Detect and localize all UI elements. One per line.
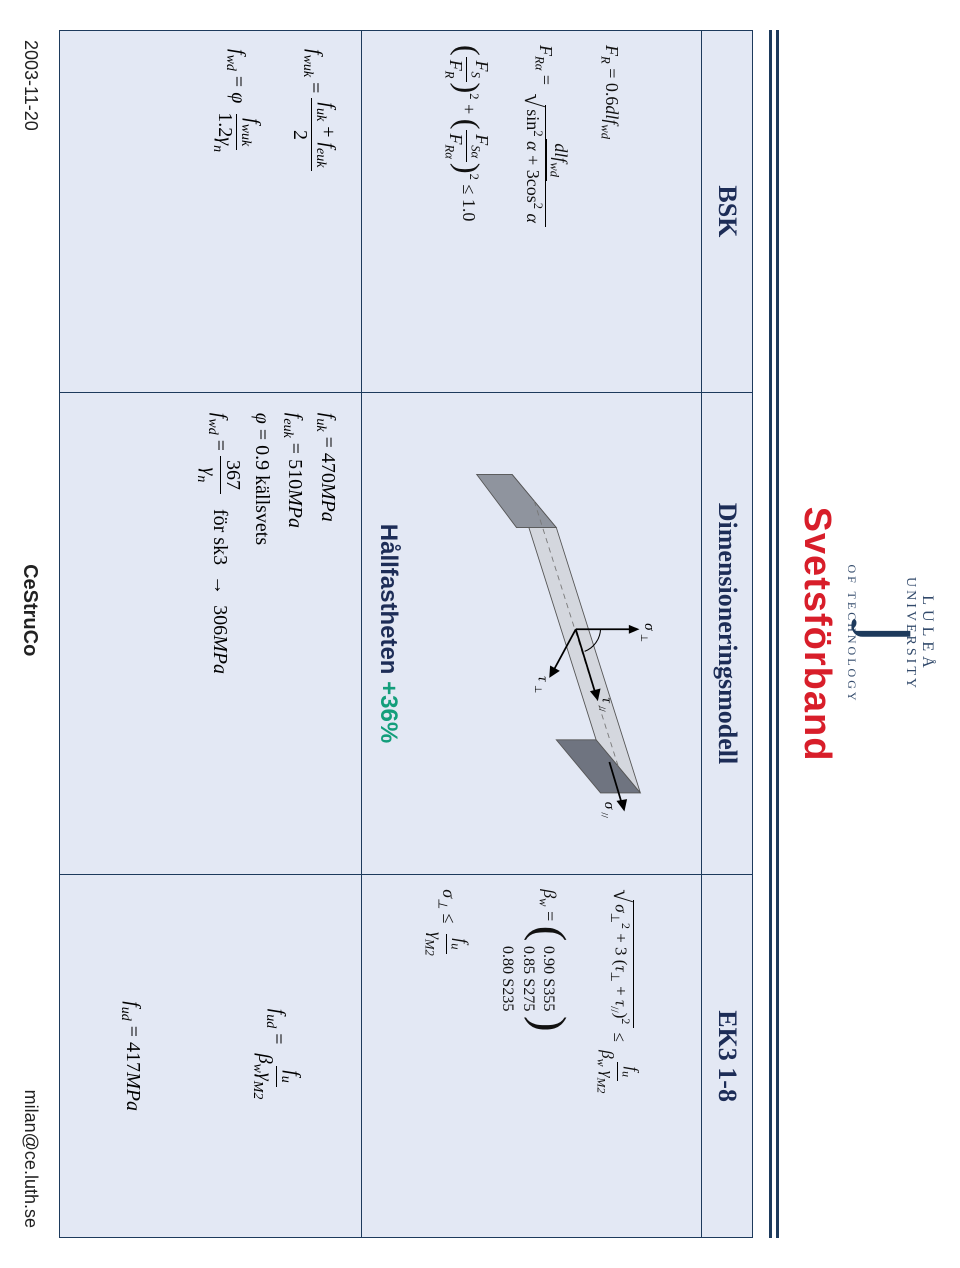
sub: ud: [118, 1007, 133, 1021]
ek3-eq-2: βw = ( 0.90 S355 0.85 S275 0.80 S235 ): [498, 889, 568, 1031]
ek3-eq-1: σ⊥2 + 3 (τ⊥ + τ//)2 ≤ fu βw γM2: [594, 889, 642, 1097]
txt: = 510MPa: [284, 443, 306, 528]
txt: ≤ 1.0: [458, 184, 478, 221]
sub: wuk: [300, 55, 315, 78]
label-tau-par: τ: [599, 697, 615, 703]
sub: w: [250, 1064, 265, 1073]
cell-mid-values: fuk = 470MPa feuk = 510MPa φ = 0.9 källs…: [60, 393, 361, 875]
logo-line-1: LULEÅ: [918, 595, 936, 672]
label-tau-perp: τ: [535, 676, 551, 682]
table-row-formulas: FR = 0.6dlfwd FRα = dlfwd sin2 α + 3cos2…: [361, 31, 701, 1237]
sub: M2: [250, 1081, 265, 1100]
sub: Sα: [468, 145, 482, 158]
sub: u: [619, 1071, 633, 1077]
svg-text:⊥: ⊥: [638, 633, 649, 641]
weld-diagram: σ ⊥ τ ⊥ τ // σ //: [459, 407, 689, 860]
ek3-eq-3: σ⊥ ≤ fu γM2: [422, 889, 472, 960]
sub: M2: [595, 1078, 609, 1094]
sub: uk: [313, 108, 328, 121]
caption: Hållfastheten +36%: [374, 524, 402, 743]
sub: wd: [223, 55, 238, 71]
cell-bsk-formulas: FR = 0.6dlfwd FRα = dlfwd sin2 α + 3cos2…: [362, 31, 701, 393]
divider-rule: [769, 30, 779, 1238]
label-sigma-perp: σ: [641, 623, 657, 631]
table-row-results: fwuk = fuk + feuk 2 fwd = φ fwuk 1.2γn f…: [60, 31, 361, 1237]
opt: 0.85 S275: [518, 946, 538, 1012]
sub: R: [598, 56, 612, 64]
sub: wd: [598, 124, 612, 139]
footer-email: milan@ce.luth.se: [18, 1090, 41, 1228]
opt: 0.90 S355: [539, 946, 559, 1012]
footer-project: CeStruCo: [18, 564, 41, 656]
bsk-eq-3: ( FS FR )2 + ( FSα FRα )2 ≤ 1.0: [442, 45, 492, 221]
sub: S: [468, 72, 482, 78]
num: 367: [220, 456, 244, 494]
header-model: Dimensioneringsmodell: [702, 393, 752, 875]
sub: ⊥: [435, 898, 449, 909]
sub: w: [536, 898, 550, 906]
den: 2: [288, 126, 311, 144]
slide: LULEÅ UNIVERSITY ⌡ OF TECHNOLOGY Svetsfö…: [0, 0, 960, 1268]
caption-pct: +36%: [375, 681, 402, 743]
sub: Rα: [443, 145, 457, 159]
footer: 2003-11-20 CeStruCo milan@ce.luth.se: [0, 0, 47, 1268]
sub: w: [595, 1059, 609, 1067]
sub: Rα: [533, 56, 547, 70]
svg-text://: //: [596, 706, 607, 712]
sub: R: [443, 71, 457, 79]
sub: u: [448, 943, 462, 949]
cell-bsk-defs: fwuk = fuk + feuk 2 fwd = φ fwuk 1.2γn: [60, 31, 361, 393]
bsk-eq-1: FR = 0.6dlfwd: [597, 45, 622, 139]
sub: M2: [423, 939, 437, 956]
sub: ud: [263, 1014, 278, 1028]
txt: = 470MPa: [317, 437, 339, 522]
sub: euk: [280, 418, 295, 437]
cell-ek3-formulas: σ⊥2 + 3 (τ⊥ + τ//)2 ≤ fu βw γM2 βw = ( 0…: [362, 875, 701, 1237]
opt: 0.80 S235: [498, 946, 518, 1012]
slide-title: Svetsförband: [795, 507, 838, 762]
cell-ek3-result: fud = fu βwγM2 fud = 417MPa: [60, 875, 361, 1237]
sub: n: [210, 145, 225, 152]
sub: euk: [313, 148, 328, 167]
sub: u: [278, 1076, 293, 1083]
header-ek3: EK3 1-8: [702, 875, 752, 1237]
svg-text://: //: [599, 812, 610, 818]
cell-model-diagram: σ ⊥ τ ⊥ τ // σ // Hållfastheten +36%: [362, 393, 701, 875]
header-bsk: BSK: [702, 31, 752, 393]
sub: wuk: [238, 124, 253, 147]
logo-glyph: ⌡: [859, 609, 906, 659]
sub: wd: [205, 418, 220, 434]
sub: n: [194, 475, 209, 482]
content-table: BSK Dimensioneringsmodell EK3 1-8 FR = 0…: [59, 30, 753, 1238]
sym: F: [602, 45, 622, 56]
svg-text:⊥: ⊥: [532, 685, 543, 693]
header: LULEÅ UNIVERSITY ⌡ OF TECHNOLOGY Svetsfö…: [787, 0, 960, 1268]
caption-text: Hållfastheten: [375, 524, 402, 681]
table-header-row: BSK Dimensioneringsmodell EK3 1-8: [701, 31, 752, 1237]
university-logo: LULEÅ UNIVERSITY ⌡ OF TECHNOLOGY: [844, 564, 936, 703]
sub: uk: [313, 418, 328, 431]
txt: = 0.6dlfwd: [602, 68, 622, 139]
label-sigma-par: σ: [601, 802, 617, 810]
bsk-eq-2: FRα = dlfwd sin2 α + 3cos2 α: [518, 45, 572, 231]
footer-date: 2003-11-20: [18, 40, 41, 131]
sub: wd: [548, 162, 562, 177]
